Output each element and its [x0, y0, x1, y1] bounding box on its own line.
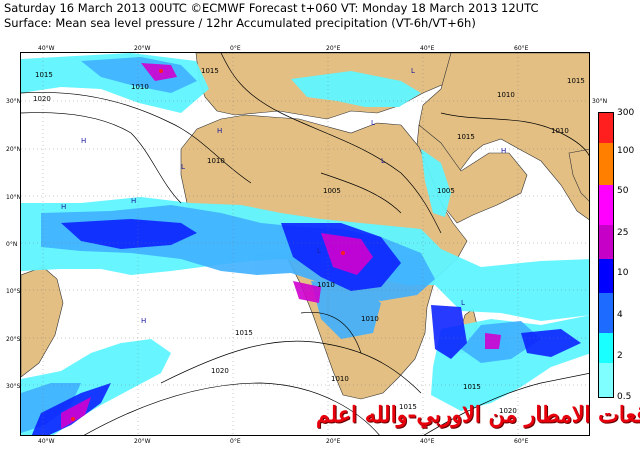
lat-tick-left: 0°N	[6, 241, 18, 248]
pressure-marker: H	[501, 147, 506, 155]
precip-south-africa-mid	[311, 281, 381, 339]
lon-tick-top: 20°W	[134, 45, 151, 52]
precip-atlantic-extreme	[141, 63, 177, 81]
isobar-label: 1010	[317, 281, 335, 289]
pressure-marker: H	[217, 127, 222, 135]
precip-southeast-mid	[461, 321, 541, 363]
lat-tick-left: 10°N	[6, 194, 22, 201]
isobar-label: 1015	[201, 67, 219, 75]
legend-label: 300	[617, 108, 635, 118]
pressure-marker: L	[317, 247, 321, 255]
precip-equator-heavy	[61, 219, 197, 249]
isobar-label: 1010	[207, 157, 225, 165]
isobar-line	[320, 172, 402, 214]
isobar-line	[160, 340, 422, 394]
pressure-marker: L	[371, 119, 375, 127]
legend-label: 50	[617, 186, 629, 196]
isobar-label: 1005	[323, 187, 341, 195]
weather-map: 1015 1010 1020 1015 1005 1010 1015 1010 …	[20, 52, 590, 436]
legend-label: 4	[617, 310, 623, 320]
pressure-marker: L	[411, 67, 415, 75]
legend-swatch	[599, 333, 613, 363]
pressure-marker: H	[141, 317, 146, 325]
legend-label: 0.5	[617, 392, 632, 402]
legend-label: 2	[617, 351, 623, 361]
isobar-label: 1015	[457, 133, 475, 141]
lon-tick-top: 20°E	[326, 45, 341, 52]
precipitation-legend	[598, 112, 614, 398]
lon-tick-top: 40°E	[420, 45, 435, 52]
isobar-label: 1010	[361, 315, 379, 323]
forecast-overlay-caption: توقعات الامطار من الاوربي-والله اعلم	[316, 402, 640, 428]
lon-tick-bottom: 60°E	[514, 438, 529, 445]
isobar-label: 1010	[131, 83, 149, 91]
lat-tick-left: 30°N	[6, 98, 22, 105]
isobar-label: 1010	[551, 127, 569, 135]
isobar-line	[423, 373, 589, 435]
isobar-label: 1015	[399, 403, 417, 411]
lat-tick-left: 20°N	[6, 146, 22, 153]
pressure-marker: L	[181, 163, 185, 171]
precip-peak-spot	[159, 69, 163, 73]
pressure-marker: H	[61, 203, 66, 211]
precip-mediterranean	[291, 71, 421, 107]
isobar-line	[220, 53, 442, 234]
legend-swatch	[599, 259, 613, 293]
legend-label: 100	[617, 146, 635, 156]
legend-swatch	[599, 363, 613, 397]
isobar-label: 1015	[35, 71, 53, 79]
lon-tick-bottom: 20°W	[134, 438, 151, 445]
isobar-line	[21, 112, 182, 204]
india-landmass	[568, 149, 589, 202]
precip-mozambique-heavy	[431, 305, 467, 359]
legend-swatch	[599, 225, 613, 259]
lat-tick-left: 10°S	[6, 288, 21, 295]
lon-tick-bottom: 20°E	[326, 438, 341, 445]
isobar-line	[83, 382, 380, 435]
isobar-label: 1020	[211, 367, 229, 375]
isobar-label: 1005	[437, 187, 455, 195]
isobar-label: 1015	[463, 383, 481, 391]
pressure-marker: H	[131, 197, 136, 205]
legend-swatch	[599, 293, 613, 333]
lon-tick-bottom: 0°E	[230, 438, 241, 445]
legend-label: 10	[617, 268, 629, 278]
precip-central-extreme	[293, 281, 321, 303]
lat-tick-left: 30°S	[6, 383, 21, 390]
legend-swatch	[599, 185, 613, 225]
pressure-marker: H	[81, 137, 86, 145]
legend-label: 25	[617, 228, 629, 238]
legend-swatch	[599, 143, 613, 185]
precip-congo-extreme	[321, 233, 373, 275]
precip-southeast-extreme	[485, 333, 501, 349]
precip-peak-spot	[341, 251, 345, 255]
isobar-label: 1020	[33, 95, 51, 103]
precip-east-africa	[421, 149, 451, 217]
isobar-line	[440, 112, 589, 157]
isobar-label: 1010	[497, 91, 515, 99]
isobar-label: 1015	[567, 77, 585, 85]
header-line-1: Saturday 16 March 2013 00UTC ©ECMWF Fore…	[4, 1, 539, 15]
isobar-label: 1020	[499, 407, 517, 415]
precip-southwest-extreme	[61, 397, 91, 429]
pressure-marker: L	[461, 299, 465, 307]
header-line-2: Surface: Mean sea level pressure / 12hr …	[4, 16, 476, 30]
lon-tick-top: 0°E	[230, 45, 241, 52]
pressure-marker: L	[381, 157, 385, 165]
isobar-line	[21, 92, 252, 184]
lon-tick-top: 40°W	[38, 45, 55, 52]
precip-peak-spot	[71, 417, 75, 421]
lat-tick-left: 20°S	[6, 336, 21, 343]
lat-tick-right: 30°N	[592, 98, 608, 105]
isobar-label: 1010	[331, 375, 349, 383]
legend-swatch	[599, 113, 613, 143]
lon-tick-bottom: 40°W	[38, 438, 55, 445]
lon-tick-bottom: 40°E	[420, 438, 435, 445]
isobar-label: 1015	[235, 329, 253, 337]
isobar-line	[300, 311, 362, 354]
precip-ocean-south-heavy	[521, 329, 581, 357]
lon-tick-top: 60°E	[514, 45, 529, 52]
